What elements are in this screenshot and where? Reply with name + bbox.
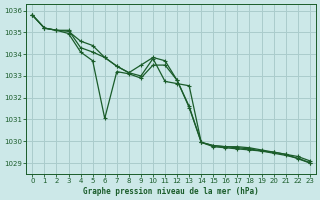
X-axis label: Graphe pression niveau de la mer (hPa): Graphe pression niveau de la mer (hPa) [83,187,259,196]
